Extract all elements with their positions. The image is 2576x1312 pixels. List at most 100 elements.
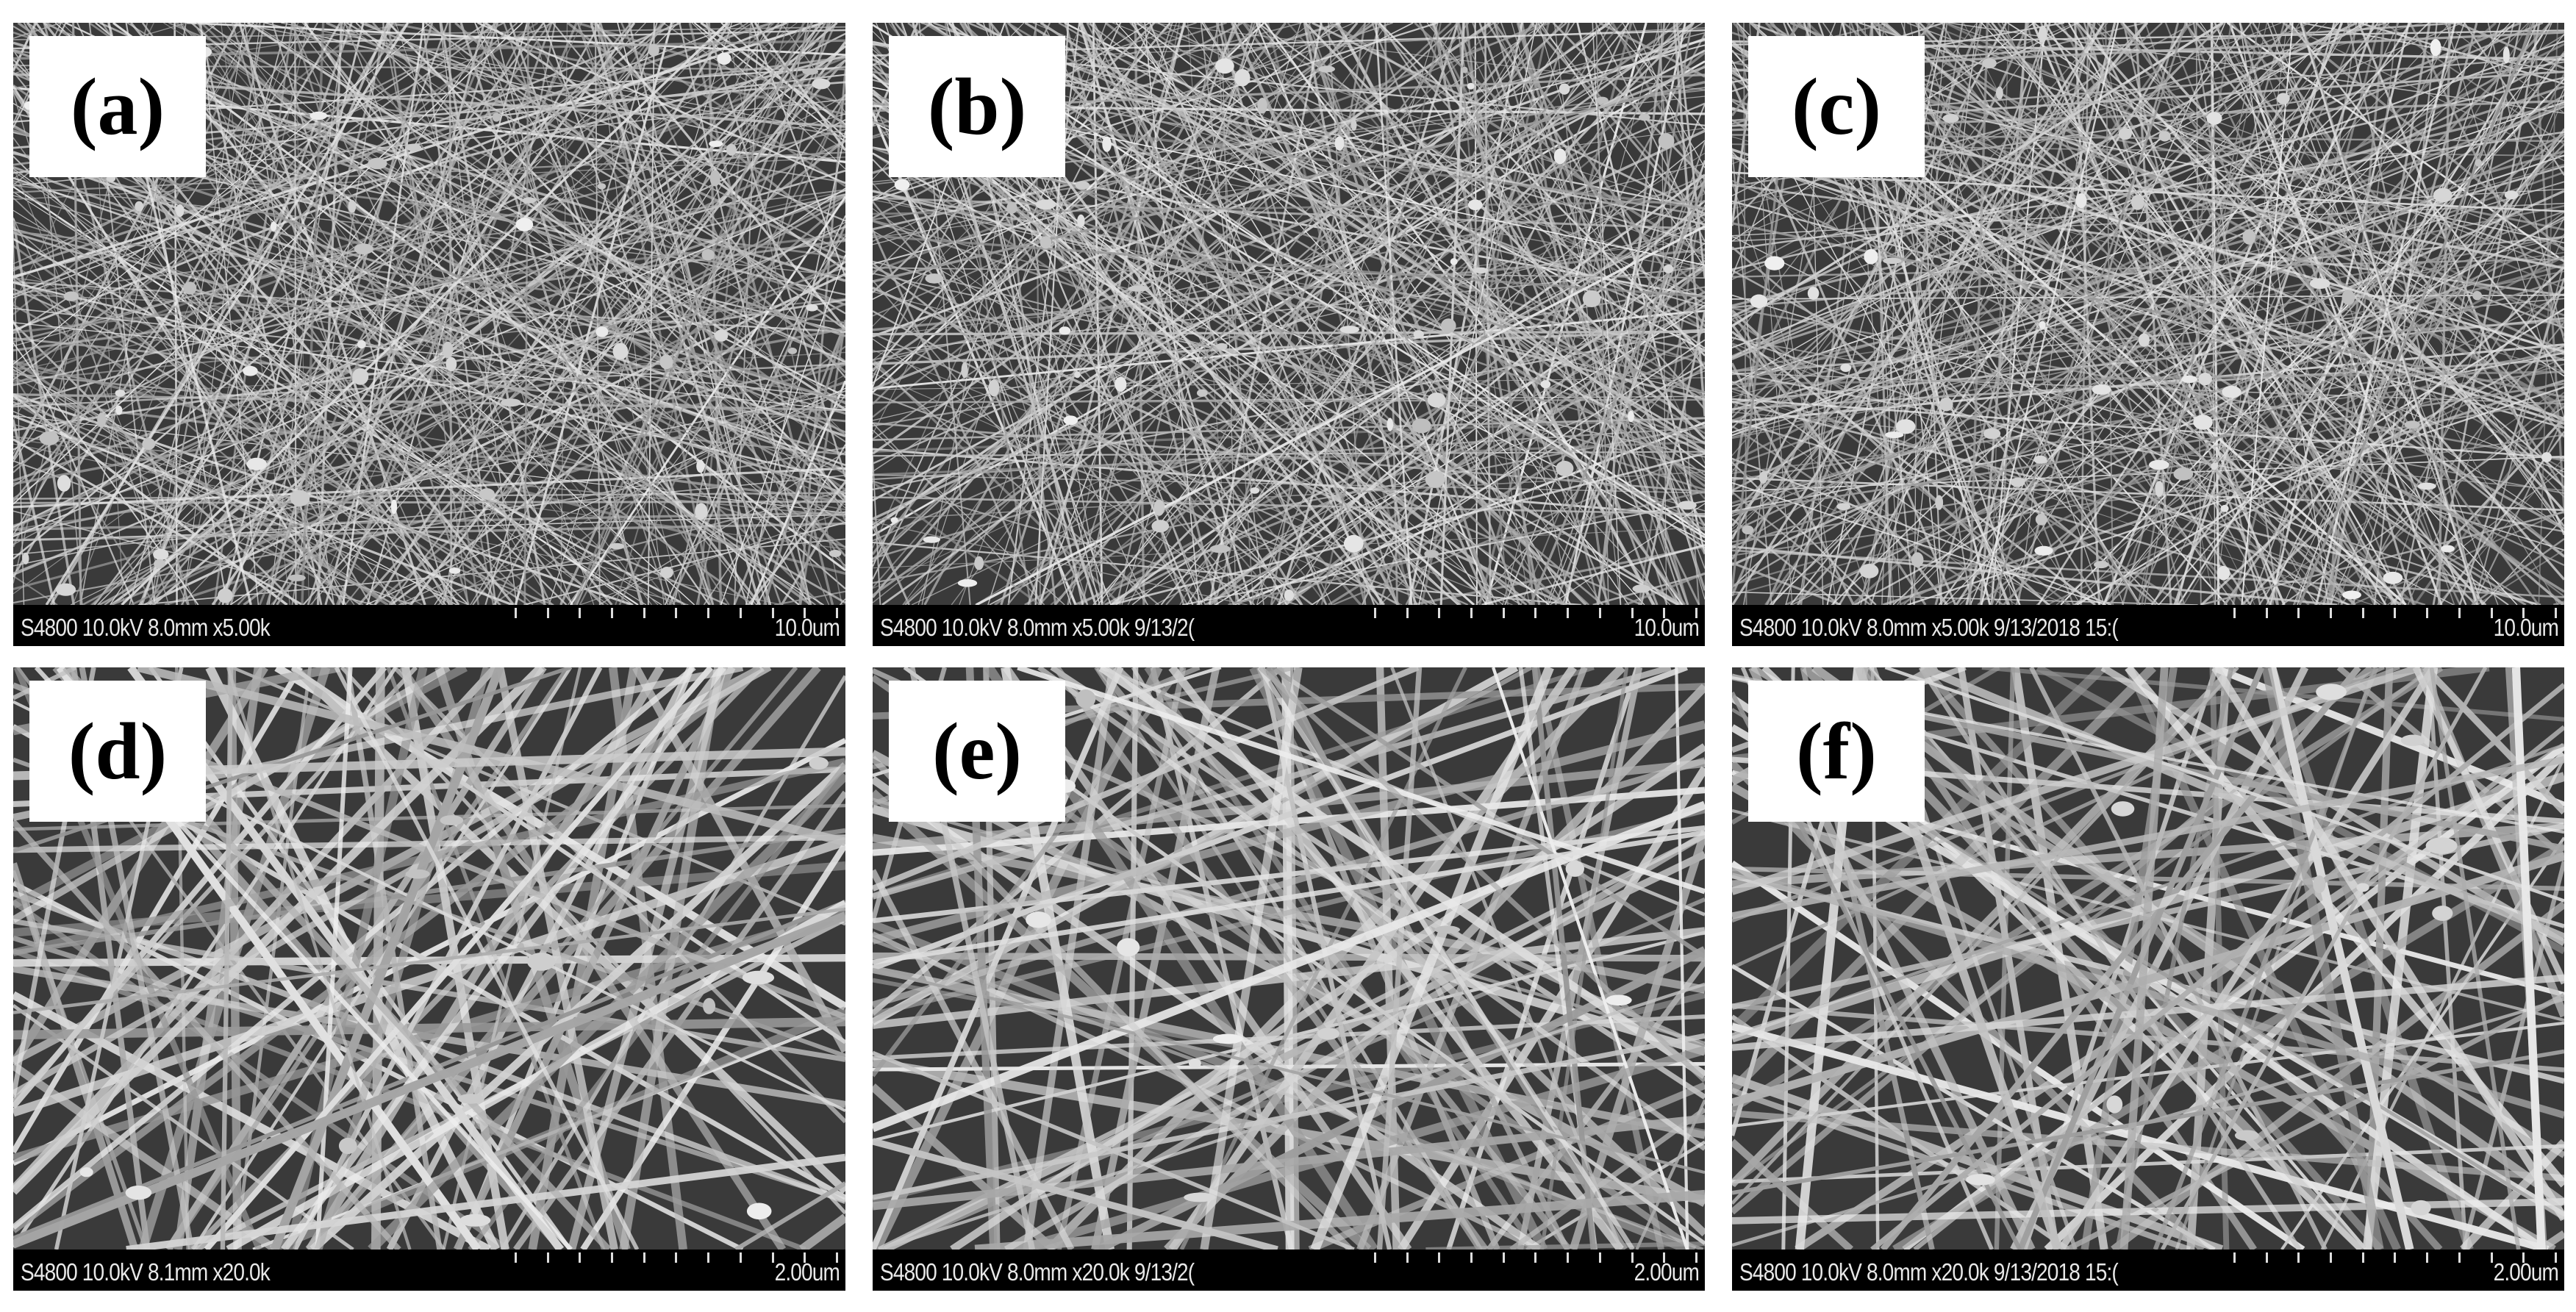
- fiber: [873, 97, 1534, 605]
- fiber: [2058, 667, 2437, 1250]
- fiber: [514, 23, 673, 605]
- fiber: [2471, 538, 2564, 605]
- bead: [1885, 431, 1904, 439]
- bead: [609, 542, 625, 550]
- fiber: [1311, 339, 1705, 605]
- fiber: [2282, 23, 2564, 251]
- fiber: [1907, 386, 2564, 605]
- scale-tick: [643, 1252, 645, 1263]
- fiber: [1639, 310, 1705, 605]
- bead: [809, 757, 829, 770]
- fiber: [1015, 1045, 1705, 1250]
- fiber: [1909, 23, 2013, 605]
- bead: [1606, 994, 1632, 1006]
- fiber: [395, 23, 595, 605]
- fiber: [484, 23, 658, 605]
- fiber: [1732, 400, 2541, 605]
- fiber: [1675, 667, 1689, 1250]
- bead: [2475, 159, 2483, 167]
- fiber: [2293, 73, 2564, 605]
- fiber: [1732, 311, 1927, 605]
- fiber: [196, 23, 673, 605]
- fiber: [13, 907, 845, 1163]
- bead: [2417, 482, 2436, 490]
- bead: [115, 405, 123, 415]
- fiber: [2383, 23, 2564, 145]
- bead: [2502, 46, 2510, 64]
- fiber: [1078, 259, 1705, 605]
- fiber: [873, 757, 1705, 1008]
- fiber: [2347, 23, 2477, 605]
- fiber: [873, 800, 1705, 1133]
- bead: [696, 459, 705, 473]
- fiber: [2025, 23, 2186, 605]
- bead: [2383, 571, 2403, 584]
- fiber: [2033, 23, 2564, 478]
- fiber: [1109, 370, 1705, 605]
- fiber: [429, 23, 845, 435]
- fiber: [873, 496, 1705, 515]
- fiber: [1997, 23, 2387, 605]
- fiber: [951, 23, 1389, 605]
- fiber: [2538, 23, 2558, 605]
- fiber: [503, 23, 712, 605]
- fiber: [110, 45, 845, 605]
- fiber: [1003, 831, 1705, 1250]
- bead: [961, 362, 968, 379]
- bead: [1215, 58, 1234, 74]
- fiber: [2282, 23, 2564, 162]
- fiber: [1732, 370, 2564, 386]
- fiber: [1596, 23, 1693, 605]
- bead: [368, 157, 387, 170]
- sem-image: [1732, 23, 2564, 605]
- bead: [1350, 119, 1357, 131]
- bead: [2341, 290, 2355, 306]
- bead: [2181, 375, 2197, 383]
- fiber: [1732, 545, 2338, 605]
- bead: [1461, 66, 1468, 74]
- fiber: [1732, 345, 2564, 587]
- fiber: [1732, 591, 2198, 605]
- bead: [218, 588, 233, 603]
- fiber: [873, 480, 1298, 605]
- fiber: [2125, 667, 2401, 1250]
- fiber: [13, 322, 845, 411]
- fiber: [873, 830, 1705, 965]
- fiber: [129, 23, 288, 605]
- fiber: [2037, 23, 2411, 605]
- fiber: [1732, 204, 2564, 373]
- bead: [1035, 199, 1056, 210]
- bead: [1059, 326, 1071, 335]
- fiber: [1231, 23, 1490, 605]
- bead: [1250, 487, 1260, 494]
- fiber: [1732, 23, 2282, 239]
- bead: [1595, 96, 1609, 104]
- fiber: [1732, 23, 2544, 360]
- fiber: [1732, 381, 2050, 605]
- fiber: [1857, 23, 2096, 605]
- bead: [1836, 503, 1850, 510]
- bead: [1450, 258, 1458, 265]
- fiber: [873, 279, 1149, 605]
- fiber: [577, 23, 830, 605]
- fiber: [1941, 23, 2272, 605]
- fiber: [382, 23, 495, 605]
- scale-tick: [2394, 1252, 2397, 1263]
- bead: [459, 1214, 491, 1227]
- fiber: [1732, 85, 2564, 359]
- fiber: [1509, 1107, 1705, 1250]
- bead: [2425, 837, 2458, 854]
- sem-info-bar: S4800 10.0kV 8.0mm x20.0k 9/13/2018 15:(…: [1732, 1250, 2564, 1291]
- fiber: [247, 23, 845, 411]
- bead: [1026, 911, 1051, 928]
- bead: [1197, 389, 1208, 397]
- bead: [812, 78, 831, 90]
- sem-info-bar: S4800 10.0kV 8.0mm x5.00k 9/13/2( 10.0um: [873, 605, 1705, 646]
- bead: [183, 282, 197, 295]
- fiber: [334, 667, 640, 1250]
- fiber: [13, 467, 845, 509]
- bead: [2075, 193, 2087, 209]
- fiber: [2044, 23, 2387, 605]
- fiber: [1611, 23, 1705, 190]
